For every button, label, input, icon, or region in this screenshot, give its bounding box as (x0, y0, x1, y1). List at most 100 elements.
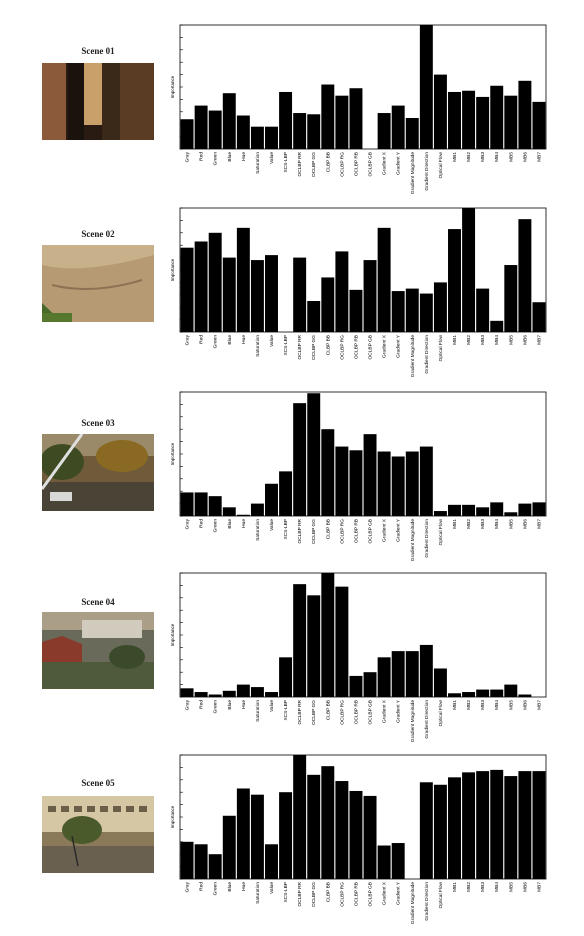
x-tick-label: Gradient Direction (424, 700, 430, 739)
x-tick-label: MB1 (452, 882, 458, 892)
bar-green (208, 496, 222, 516)
x-tick-label: MB6 (522, 335, 528, 345)
scene-title: Scene 04 (81, 597, 115, 607)
scene-title: Scene 01 (81, 46, 115, 56)
x-tick-label: Gray (185, 881, 191, 892)
x-tick-label: MB4 (494, 882, 500, 892)
bar-gradient-direction (419, 782, 433, 879)
y-axis-label: Importance (170, 442, 175, 465)
x-tick-label: Optical Flow (438, 151, 444, 178)
bar-optical-flow (433, 282, 447, 332)
x-tick-label: XCS-LBP (283, 882, 289, 903)
x-tick-label: Blue (227, 882, 233, 892)
bar-mb5 (504, 95, 518, 149)
x-tick-label: Red (199, 882, 205, 891)
bar-optical-flow (433, 511, 447, 516)
x-tick-label: MB3 (480, 152, 486, 162)
bar-clbp-bb (321, 429, 335, 516)
x-tick-label: Hue (241, 152, 247, 161)
x-tick-label: Optical Flow (438, 518, 444, 545)
bar-mb5 (504, 684, 518, 697)
bar-hue (236, 514, 250, 516)
bar-saturation (250, 260, 264, 332)
x-tick-label: OCLBP GG (311, 152, 317, 177)
bar-oclbp-gg (307, 595, 321, 697)
bar-mb3 (476, 771, 490, 879)
bar-oclbp-gg (307, 301, 321, 332)
bar-value (265, 844, 278, 879)
bar-hue (236, 788, 250, 879)
building-trees-street-icon (42, 796, 154, 873)
x-tick-label: Gradient Y (396, 518, 402, 542)
street-trees-cars-icon (42, 434, 154, 511)
x-tick-label: MB7 (536, 700, 542, 710)
x-tick-label: Value (269, 700, 275, 712)
bar-gradient-y (391, 651, 405, 697)
x-tick-label: OCLBP RG (339, 519, 345, 544)
x-tick-label: Gradient X (382, 699, 388, 723)
x-tick-label: Green (213, 700, 219, 714)
x-tick-label: Gradient Direction (424, 152, 430, 191)
bar-oclbp-rb (349, 675, 363, 697)
bar-saturation (250, 126, 264, 149)
bar-clbp-bb (321, 84, 335, 149)
bar-optical-flow (433, 74, 447, 149)
bar-value (265, 126, 278, 149)
bar-oclbp-rg (335, 586, 349, 697)
x-tick-label: OCLBP GB (368, 335, 374, 359)
x-tick-label: MB5 (508, 700, 514, 710)
x-tick-label: Optical Flow (438, 334, 444, 361)
bar-saturation (250, 687, 264, 697)
x-tick-label: OCLBP RG (339, 152, 345, 177)
bar-gradient-magnitude (405, 118, 419, 149)
bar-gradient-y (391, 105, 405, 149)
bar-oclbp-rr (293, 113, 307, 149)
bar-oclbp-rb (349, 289, 363, 332)
bar-oclbp-gb (363, 795, 377, 879)
bar-mb7 (532, 771, 546, 879)
x-tick-label: MB4 (494, 519, 500, 529)
x-tick-label: MB2 (466, 700, 472, 710)
x-tick-label: MB4 (494, 152, 500, 162)
bar-saturation (250, 503, 264, 516)
x-tick-label: MB2 (466, 882, 472, 892)
x-tick-label: Optical Flow (438, 699, 444, 726)
bar-mb3 (476, 96, 490, 149)
x-tick-label: MB6 (522, 519, 528, 529)
bar-gradient-y (391, 291, 405, 332)
x-tick-label: MB7 (536, 519, 542, 529)
bar-oclbp-rr (293, 584, 307, 697)
bar-mb3 (476, 507, 490, 516)
x-tick-label: MB5 (508, 519, 514, 529)
bar-saturation (250, 794, 264, 879)
bar-oclbp-gg (307, 774, 321, 879)
bar-mb5 (504, 265, 518, 332)
bar-oclbp-rg (335, 251, 349, 332)
bar-mb6 (518, 80, 532, 149)
x-tick-label: Gradient Direction (424, 882, 430, 921)
y-axis-label: Importance (170, 75, 175, 98)
x-tick-label: Gradient X (382, 518, 388, 542)
x-tick-label: Hue (241, 335, 247, 344)
x-tick-label: MB2 (466, 335, 472, 345)
dirt-field-icon (42, 245, 154, 322)
bar-mb2 (462, 208, 476, 332)
bar-value (265, 692, 278, 697)
scene-title: Scene 02 (81, 229, 115, 239)
bar-oclbp-rb (349, 450, 363, 516)
bar-mb2 (462, 692, 476, 697)
bar-mb1 (448, 229, 461, 332)
bar-oclbp-rb (349, 790, 363, 879)
x-tick-label: Gradient Y (396, 881, 402, 905)
x-tick-label: OCLBP RB (353, 335, 359, 359)
x-tick-label: MB4 (494, 335, 500, 345)
x-tick-label: Red (199, 335, 205, 344)
x-tick-label: OCLBP GB (368, 700, 374, 724)
bar-optical-flow (433, 668, 447, 697)
x-tick-label: Gradient X (382, 334, 388, 358)
x-tick-label: CLBP BB (325, 335, 331, 355)
dark-indoor-door-icon (42, 63, 154, 140)
x-tick-label: MB1 (452, 335, 458, 345)
x-tick-label: Gradient Magnitude (410, 700, 416, 742)
x-tick-label: Red (199, 152, 205, 161)
